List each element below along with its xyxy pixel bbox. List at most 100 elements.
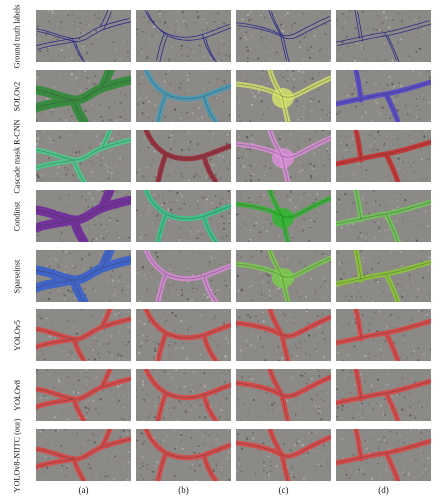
segmentation-mask: [143, 250, 231, 302]
crack-image: [336, 429, 431, 481]
segmentation-mask: [143, 429, 231, 481]
crack-line: [336, 190, 431, 242]
crack-image: [36, 10, 131, 62]
tile-row7-col0: [36, 429, 131, 481]
column-label: (b): [178, 485, 189, 495]
tile-row7-col2: [236, 429, 331, 481]
crack-image: [136, 429, 231, 481]
segmentation-mask: [36, 70, 131, 122]
crack-outline: [236, 10, 330, 61]
tile-row1-col2: [236, 70, 331, 122]
segmentation-mask: [143, 309, 231, 361]
segmentation-mask: [236, 369, 331, 421]
crack-line: [36, 309, 131, 361]
column-label: (a): [78, 485, 89, 495]
crack-line: [236, 70, 331, 122]
crack-image: [336, 190, 431, 242]
crack-line: [336, 70, 431, 122]
segmentation-mask: [36, 309, 131, 361]
row-label-text: Condinst: [12, 201, 22, 231]
segmentation-mask: [143, 190, 231, 242]
segmentation-mask: [143, 369, 231, 421]
row-label-text: Sparseinst: [12, 259, 22, 293]
crack-line: [336, 250, 431, 302]
row-label: YOLOv8: [0, 369, 34, 421]
crack-line: [236, 429, 331, 481]
segmentation-mask: [143, 130, 231, 182]
crack-line: [36, 250, 131, 302]
column-label: (c): [278, 485, 289, 495]
row-label-text: Ground truth labels: [12, 4, 22, 68]
crack-image: [336, 250, 431, 302]
crack-image: [236, 250, 331, 302]
tile-row5-col3: [336, 309, 431, 361]
segmentation-mask: [236, 429, 331, 481]
crack-outline: [237, 11, 331, 62]
crack-line: [336, 429, 431, 481]
segmentation-mask: [36, 250, 131, 302]
row-label-text: YOLOv5: [12, 319, 22, 351]
crack-image: [136, 130, 231, 182]
tile-row5-col0: [36, 309, 131, 361]
segmentation-mask: [36, 429, 131, 481]
crack-image: [236, 190, 331, 242]
segmentation-mask: [336, 70, 431, 122]
tile-row0-col2: [236, 10, 331, 62]
crack-line: [145, 429, 231, 481]
crack-line: [336, 309, 431, 361]
segmentation-mask: [143, 70, 231, 122]
tile-row0-col1: [136, 10, 231, 62]
crack-image: [136, 309, 231, 361]
crack-image: [336, 70, 431, 122]
tile-row3-col1: [136, 190, 231, 242]
row-label: Ground truth labels: [0, 4, 34, 68]
tile-row1-col0: [36, 70, 131, 122]
crack-line: [236, 369, 331, 421]
row-label-text: Cascade mask R-CNN: [12, 118, 22, 194]
crack-image: [336, 130, 431, 182]
crack-image: [36, 70, 131, 122]
tile-row3-col3: [336, 190, 431, 242]
row-label: YOLOv5: [0, 309, 34, 361]
crack-image: [36, 130, 131, 182]
segmentation-mask: [336, 130, 431, 182]
crack-image: [236, 309, 331, 361]
crack-line: [36, 70, 131, 122]
tile-row1-col1: [136, 70, 231, 122]
tile-row2-col1: [136, 130, 231, 182]
column-label: (d): [378, 485, 389, 495]
crack-image: [336, 10, 431, 62]
segmentation-mask: [336, 309, 431, 361]
tile-row7-col3: [336, 429, 431, 481]
tile-row6-col2: [236, 369, 331, 421]
crack-image: [136, 369, 231, 421]
tile-row4-col1: [136, 250, 231, 302]
tile-row4-col0: [36, 250, 131, 302]
crack-line: [36, 130, 131, 182]
segmentation-mask: [36, 190, 131, 242]
crack-line: [36, 190, 131, 242]
tile-row6-col3: [336, 369, 431, 421]
tile-row2-col0: [36, 130, 131, 182]
row-label: Condinst: [0, 190, 34, 242]
segmentation-mask: [36, 369, 131, 421]
crack-line: [236, 130, 331, 182]
crack-image: [336, 309, 431, 361]
crack-line: [236, 250, 331, 302]
crack-image: [136, 10, 231, 62]
tile-row6-col0: [36, 369, 131, 421]
row-label-text: YOLOv8-NIITC (our): [12, 418, 22, 492]
tile-row4-col3: [336, 250, 431, 302]
crack-image: [236, 70, 331, 122]
crack-image: [136, 70, 231, 122]
crack-image: [36, 190, 131, 242]
crack-outline: [337, 11, 431, 62]
crack-outline: [144, 10, 230, 61]
segmentation-mask: [336, 190, 431, 242]
segmentation-blob: [272, 88, 294, 108]
segmentation-mask: [336, 369, 431, 421]
crack-image: [136, 190, 231, 242]
tile-row1-col3: [336, 70, 431, 122]
crack-image: [236, 10, 331, 62]
